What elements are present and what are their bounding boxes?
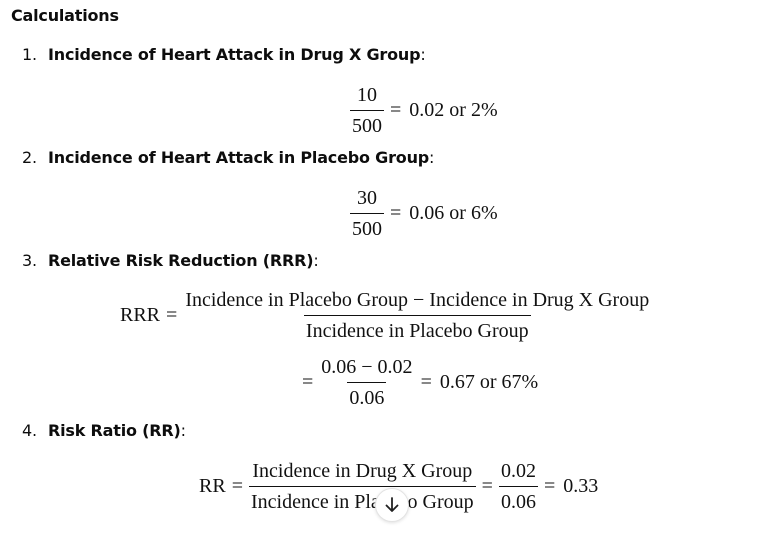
equation-lhs: RR — [199, 475, 226, 497]
fraction-denominator: Incidence in Placebo Group — [303, 315, 531, 341]
fraction-numerator: 0.02 — [500, 460, 536, 482]
equation-rr: RR = Incidence in Drug X Group Incidence… — [199, 461, 598, 512]
list-number: 1. — [22, 45, 37, 64]
fraction-numerator: Incidence in Drug X Group — [252, 460, 473, 482]
section-heading: Calculations — [11, 6, 119, 25]
list-item-title: Incidence of Heart Attack in Placebo Gro… — [48, 148, 430, 167]
fraction-denominator: Incidence in Placebo Group — [248, 486, 476, 512]
equation-result: 0.33 — [563, 475, 599, 497]
equals-sign: = — [166, 304, 178, 326]
equals-sign: = — [481, 475, 493, 497]
equation-lhs: RRR — [120, 304, 161, 326]
scroll-to-bottom-button[interactable] — [375, 488, 409, 522]
equals-sign: = — [390, 99, 402, 121]
fraction-numerator: 10 — [357, 84, 377, 106]
list-item-colon: : — [429, 148, 435, 167]
fraction-denominator: 0.06 — [347, 382, 387, 408]
equals-sign: = — [420, 371, 432, 393]
list-item-title: Risk Ratio (RR) — [48, 421, 181, 440]
fraction-denominator: 500 — [350, 213, 384, 239]
equation-result: 0.06 or 6% — [409, 202, 498, 224]
list-number: 4. — [22, 421, 37, 440]
equation-result: 0.02 or 2% — [409, 99, 498, 121]
fraction-numerator: 30 — [357, 187, 377, 209]
equals-sign: = — [302, 371, 314, 393]
list-item-3: 3. Relative Risk Reduction (RRR): — [22, 251, 319, 270]
list-item-title: Relative Risk Reduction (RRR) — [48, 251, 314, 270]
list-item-4: 4. Risk Ratio (RR): — [22, 421, 186, 440]
fraction: 10 500 — [350, 85, 384, 136]
equation-placebo-incidence: 30 500 = 0.06 or 6% — [350, 188, 498, 239]
equation-rrr-definition: RRR = Incidence in Placebo Group − Incid… — [120, 290, 651, 341]
fraction-denominator: 0.06 — [498, 486, 538, 512]
fraction: 30 500 — [350, 188, 384, 239]
fraction-numerator: 0.06 − 0.02 — [321, 356, 413, 378]
list-item-colon: : — [313, 251, 319, 270]
fraction: 0.06 − 0.02 0.06 — [319, 357, 414, 408]
arrow-down-icon — [385, 497, 399, 512]
list-item-colon: : — [420, 45, 426, 64]
equation-result: 0.67 or 67% — [439, 371, 539, 393]
equals-sign: = — [543, 475, 556, 497]
equals-sign: = — [231, 475, 243, 497]
list-item-colon: : — [180, 421, 186, 440]
list-number: 3. — [22, 251, 37, 270]
fraction: Incidence in Placebo Group − Incidence i… — [183, 290, 651, 341]
fraction: Incidence in Drug X Group Incidence in P… — [248, 460, 476, 512]
equals-sign: = — [390, 202, 402, 224]
fraction: 0.02 0.06 — [498, 460, 538, 512]
equation-rrr-calculation: = 0.06 − 0.02 0.06 = 0.67 or 67% — [296, 357, 538, 408]
fraction-numerator: Incidence in Placebo Group − Incidence i… — [185, 289, 650, 311]
list-number: 2. — [22, 148, 37, 167]
fraction-denominator: 500 — [350, 110, 384, 136]
list-item-title: Incidence of Heart Attack in Drug X Grou… — [48, 45, 421, 64]
list-item-1: 1. Incidence of Heart Attack in Drug X Gr… — [22, 45, 426, 64]
list-item-2: 2. Incidence of Heart Attack in Placebo G… — [22, 148, 434, 167]
equation-drug-x-incidence: 10 500 = 0.02 or 2% — [350, 85, 498, 136]
